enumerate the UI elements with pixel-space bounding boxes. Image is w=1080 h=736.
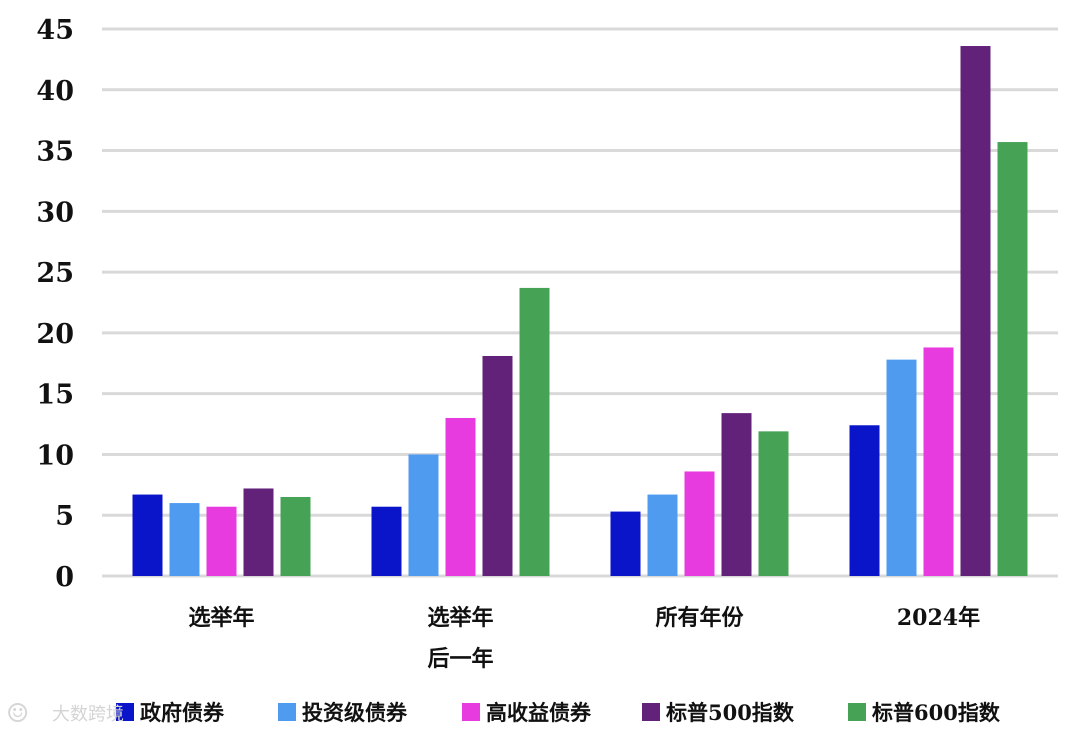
- bar: [482, 355, 513, 576]
- bar: [371, 506, 402, 576]
- bar: [849, 425, 880, 576]
- legend: 政府债券 投资级债券 高收益债券 标普500指数 标普600指数: [116, 700, 1001, 725]
- legend-label: 标普600指数: [872, 700, 1001, 725]
- y-tick-label: 15: [36, 380, 74, 411]
- watermark-text: 大数跨境: [52, 704, 124, 725]
- legend-swatch: [642, 703, 660, 721]
- y-tick-label: 45: [36, 15, 74, 46]
- y-axis: 0 5 10 15 20 25 30 35 40 45: [36, 15, 74, 593]
- legend-label: 标普500指数: [666, 700, 795, 725]
- y-tick-label: 35: [36, 137, 74, 168]
- bar: [758, 431, 789, 576]
- bar: [886, 359, 917, 576]
- y-tick-label: 10: [36, 440, 74, 471]
- bar: [647, 494, 678, 576]
- x-category-label: 后一年: [427, 646, 493, 672]
- bar: [960, 46, 991, 577]
- y-tick-label: 25: [36, 258, 74, 289]
- legend-label: 投资级债券: [302, 700, 408, 725]
- bar: [684, 471, 715, 576]
- bar: [923, 347, 954, 576]
- legend-label: 政府债券: [140, 700, 225, 725]
- x-category-label: 2024年: [897, 605, 980, 631]
- bar: [280, 496, 311, 576]
- bar: [519, 287, 550, 576]
- bars: [132, 46, 1028, 577]
- bar: [132, 494, 163, 576]
- legend-label: 高收益债券: [486, 700, 592, 725]
- bar: [169, 503, 200, 576]
- bar: [997, 142, 1028, 576]
- legend-swatch: [462, 703, 480, 721]
- legend-swatch: [116, 703, 134, 721]
- bar: [721, 413, 752, 576]
- legend-swatch: [848, 703, 866, 721]
- y-tick-label: 40: [36, 76, 74, 107]
- bar: [445, 417, 476, 576]
- watermark: ☺ 大数跨境: [6, 699, 124, 729]
- y-tick-label: 20: [36, 319, 74, 350]
- bar: [610, 511, 641, 576]
- bar: [243, 488, 274, 576]
- bar: [408, 454, 439, 576]
- y-tick-label: 5: [55, 501, 74, 532]
- x-category-label: 所有年份: [655, 605, 744, 631]
- y-tick-label: 0: [55, 562, 74, 593]
- weibo-icon: ☺: [6, 699, 29, 729]
- x-category-label: 选举年: [427, 605, 493, 631]
- x-category-label: 选举年: [188, 605, 254, 631]
- y-tick-label: 30: [36, 197, 74, 228]
- legend-swatch: [278, 703, 296, 721]
- bar: [206, 506, 237, 576]
